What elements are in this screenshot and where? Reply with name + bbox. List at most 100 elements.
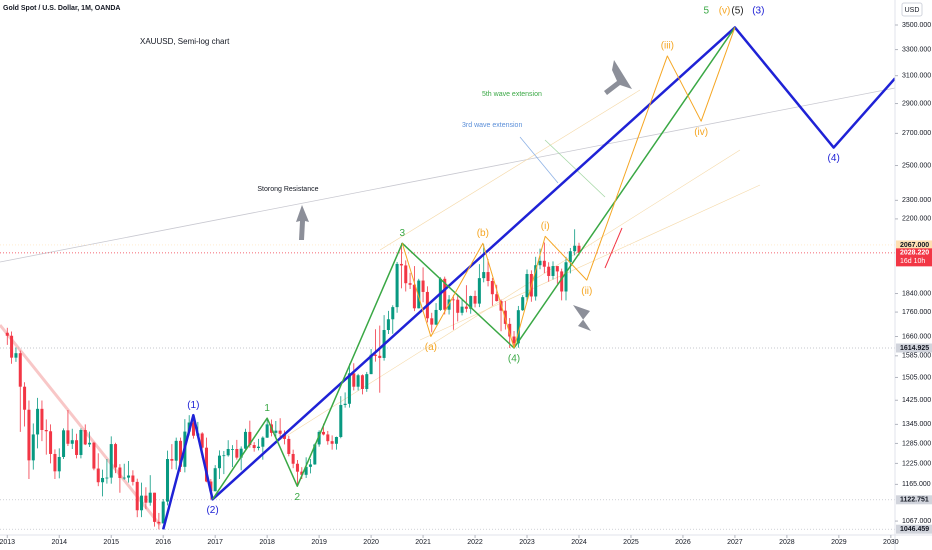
candle-body xyxy=(261,437,265,447)
candle-body xyxy=(235,448,239,458)
candle-body xyxy=(391,307,395,320)
currency[interactable]: USD xyxy=(905,7,920,14)
candle-body xyxy=(516,310,520,344)
y-tick-label: 1425.000 xyxy=(902,397,931,404)
candle-body xyxy=(343,403,347,405)
candle-body xyxy=(313,444,317,465)
candle-body xyxy=(577,245,581,253)
candle-body xyxy=(542,260,546,267)
candle-body xyxy=(53,453,57,472)
candle-body xyxy=(92,442,96,469)
wave-line xyxy=(401,242,515,349)
y-tick-label: 1840.000 xyxy=(902,290,931,297)
wave-label: 3 xyxy=(400,228,406,239)
y-tick-label: 2300.000 xyxy=(902,197,931,204)
candle-body xyxy=(525,274,529,298)
y-tick-label: 3300.000 xyxy=(902,46,931,53)
candle-body xyxy=(386,319,390,331)
candle-body xyxy=(148,492,152,503)
candle-body xyxy=(256,446,260,449)
wave-label: (iv) xyxy=(694,127,708,138)
wave-label: (4) xyxy=(508,354,520,365)
candle-body xyxy=(114,444,118,468)
channel-line xyxy=(419,184,761,341)
candle-body xyxy=(295,463,299,472)
wave-label: (4) xyxy=(828,153,840,164)
wave-label: (iii) xyxy=(661,41,674,52)
candle-body xyxy=(239,448,243,458)
arrow-down xyxy=(604,60,632,95)
x-tick-label: 2026 xyxy=(675,539,691,546)
x-tick-label: 2019 xyxy=(311,539,327,546)
price-tag xyxy=(896,240,932,250)
price-tag-countdown: 16d 10h xyxy=(900,258,925,265)
candle-body xyxy=(174,440,178,461)
y-tick-label: 3500.000 xyxy=(902,22,931,29)
annotation: Storong Resistance xyxy=(257,186,318,193)
wave-label: (a) xyxy=(425,342,437,353)
candle-body xyxy=(57,456,61,472)
candle-body xyxy=(226,448,230,456)
pointer-line xyxy=(519,136,559,184)
candle-body xyxy=(157,521,161,524)
candle-body xyxy=(404,265,408,284)
candle-body xyxy=(464,306,468,309)
candle-body xyxy=(412,284,416,309)
wave-label: 1 xyxy=(264,403,270,414)
candle-body xyxy=(534,265,538,297)
candle-body xyxy=(18,353,22,387)
x-tick-label: 2023 xyxy=(519,539,535,546)
annotation: 3rd wave extension xyxy=(462,122,522,129)
x-tick-label: 2018 xyxy=(259,539,275,546)
annotation: (v) xyxy=(719,6,731,17)
y-tick-label: 1585.000 xyxy=(902,353,931,360)
currency-box[interactable] xyxy=(901,2,923,17)
wave-label: (b) xyxy=(477,228,489,239)
candle-body xyxy=(339,404,343,437)
candle-body xyxy=(36,408,40,435)
candle-body xyxy=(44,430,48,432)
candle-body xyxy=(83,430,87,445)
candle-body xyxy=(23,386,27,410)
resistance-line xyxy=(0,87,895,263)
y-tick-label: 1067.000 xyxy=(902,518,931,525)
downtrend-line xyxy=(0,324,162,526)
chart-title: Gold Spot / U.S. Dollar, 1M, OANDA xyxy=(3,5,120,12)
candle-body xyxy=(88,442,92,445)
candle-body xyxy=(131,475,135,482)
candle-body xyxy=(334,436,338,444)
chart-subtitle: XAUUSD, Semi-log chart xyxy=(140,37,230,46)
candle-body xyxy=(473,296,477,304)
wave-label: 2 xyxy=(295,492,301,503)
candle-body xyxy=(10,335,14,358)
wave-label: (i) xyxy=(541,221,550,232)
wave-label: (ii) xyxy=(581,286,592,297)
candle-body xyxy=(482,272,486,279)
candle-body xyxy=(321,431,325,435)
arrow-up xyxy=(296,205,309,240)
y-tick-label: 2200.000 xyxy=(902,216,931,223)
candle-body xyxy=(512,336,516,344)
candle-body xyxy=(495,294,499,302)
candle-body xyxy=(460,306,464,313)
candle-body xyxy=(31,434,35,461)
candle-body xyxy=(317,431,321,445)
candle-body xyxy=(304,466,308,475)
price-tag-label: 2067.000 xyxy=(900,242,929,249)
channel-line xyxy=(279,149,741,441)
candle-body xyxy=(486,272,490,281)
y-tick-label: 2700.000 xyxy=(902,130,931,137)
candle-body xyxy=(408,283,412,285)
y-tick-label: 1760.000 xyxy=(902,309,931,316)
x-tick-label: 2014 xyxy=(51,539,67,546)
candle-body xyxy=(347,373,351,404)
candle-body xyxy=(101,477,105,483)
candle-body xyxy=(308,464,312,467)
candle-body xyxy=(200,433,204,448)
candle-body xyxy=(204,447,209,482)
candle-body xyxy=(430,318,434,325)
candle-body xyxy=(287,438,291,454)
